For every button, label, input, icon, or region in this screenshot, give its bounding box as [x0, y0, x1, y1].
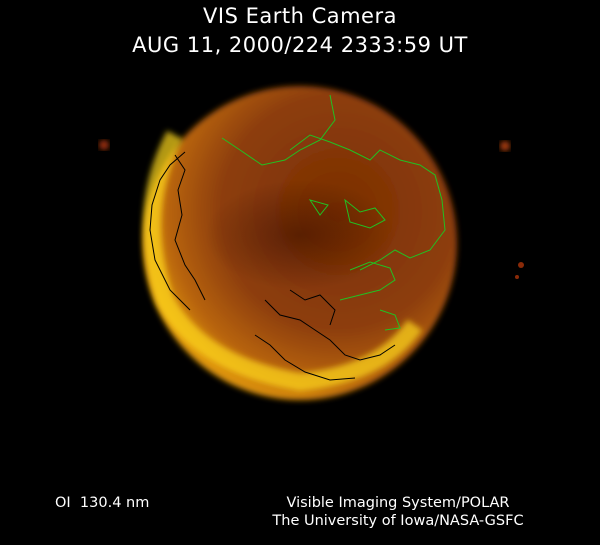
- instrument-label: Visible Imaging System/POLAR: [286, 495, 510, 511]
- star: [518, 262, 524, 268]
- institution-label: The University of Iowa/NASA-GSFC: [272, 513, 524, 529]
- star: [515, 275, 519, 279]
- wavelength-label: OI 130.4 nm: [55, 495, 150, 511]
- auroral-oval: [143, 130, 423, 392]
- image-timestamp: AUG 11, 2000/224 2333:59 UT: [132, 33, 468, 57]
- image-title: VIS Earth Camera: [203, 4, 397, 28]
- dark-region: [205, 180, 395, 290]
- star: [500, 141, 510, 151]
- credit-block: Visible Imaging System/POLAR The Univers…: [250, 494, 546, 530]
- coastlines-day: [221, 94, 446, 331]
- star: [99, 140, 109, 150]
- coastlines-night: [149, 151, 396, 381]
